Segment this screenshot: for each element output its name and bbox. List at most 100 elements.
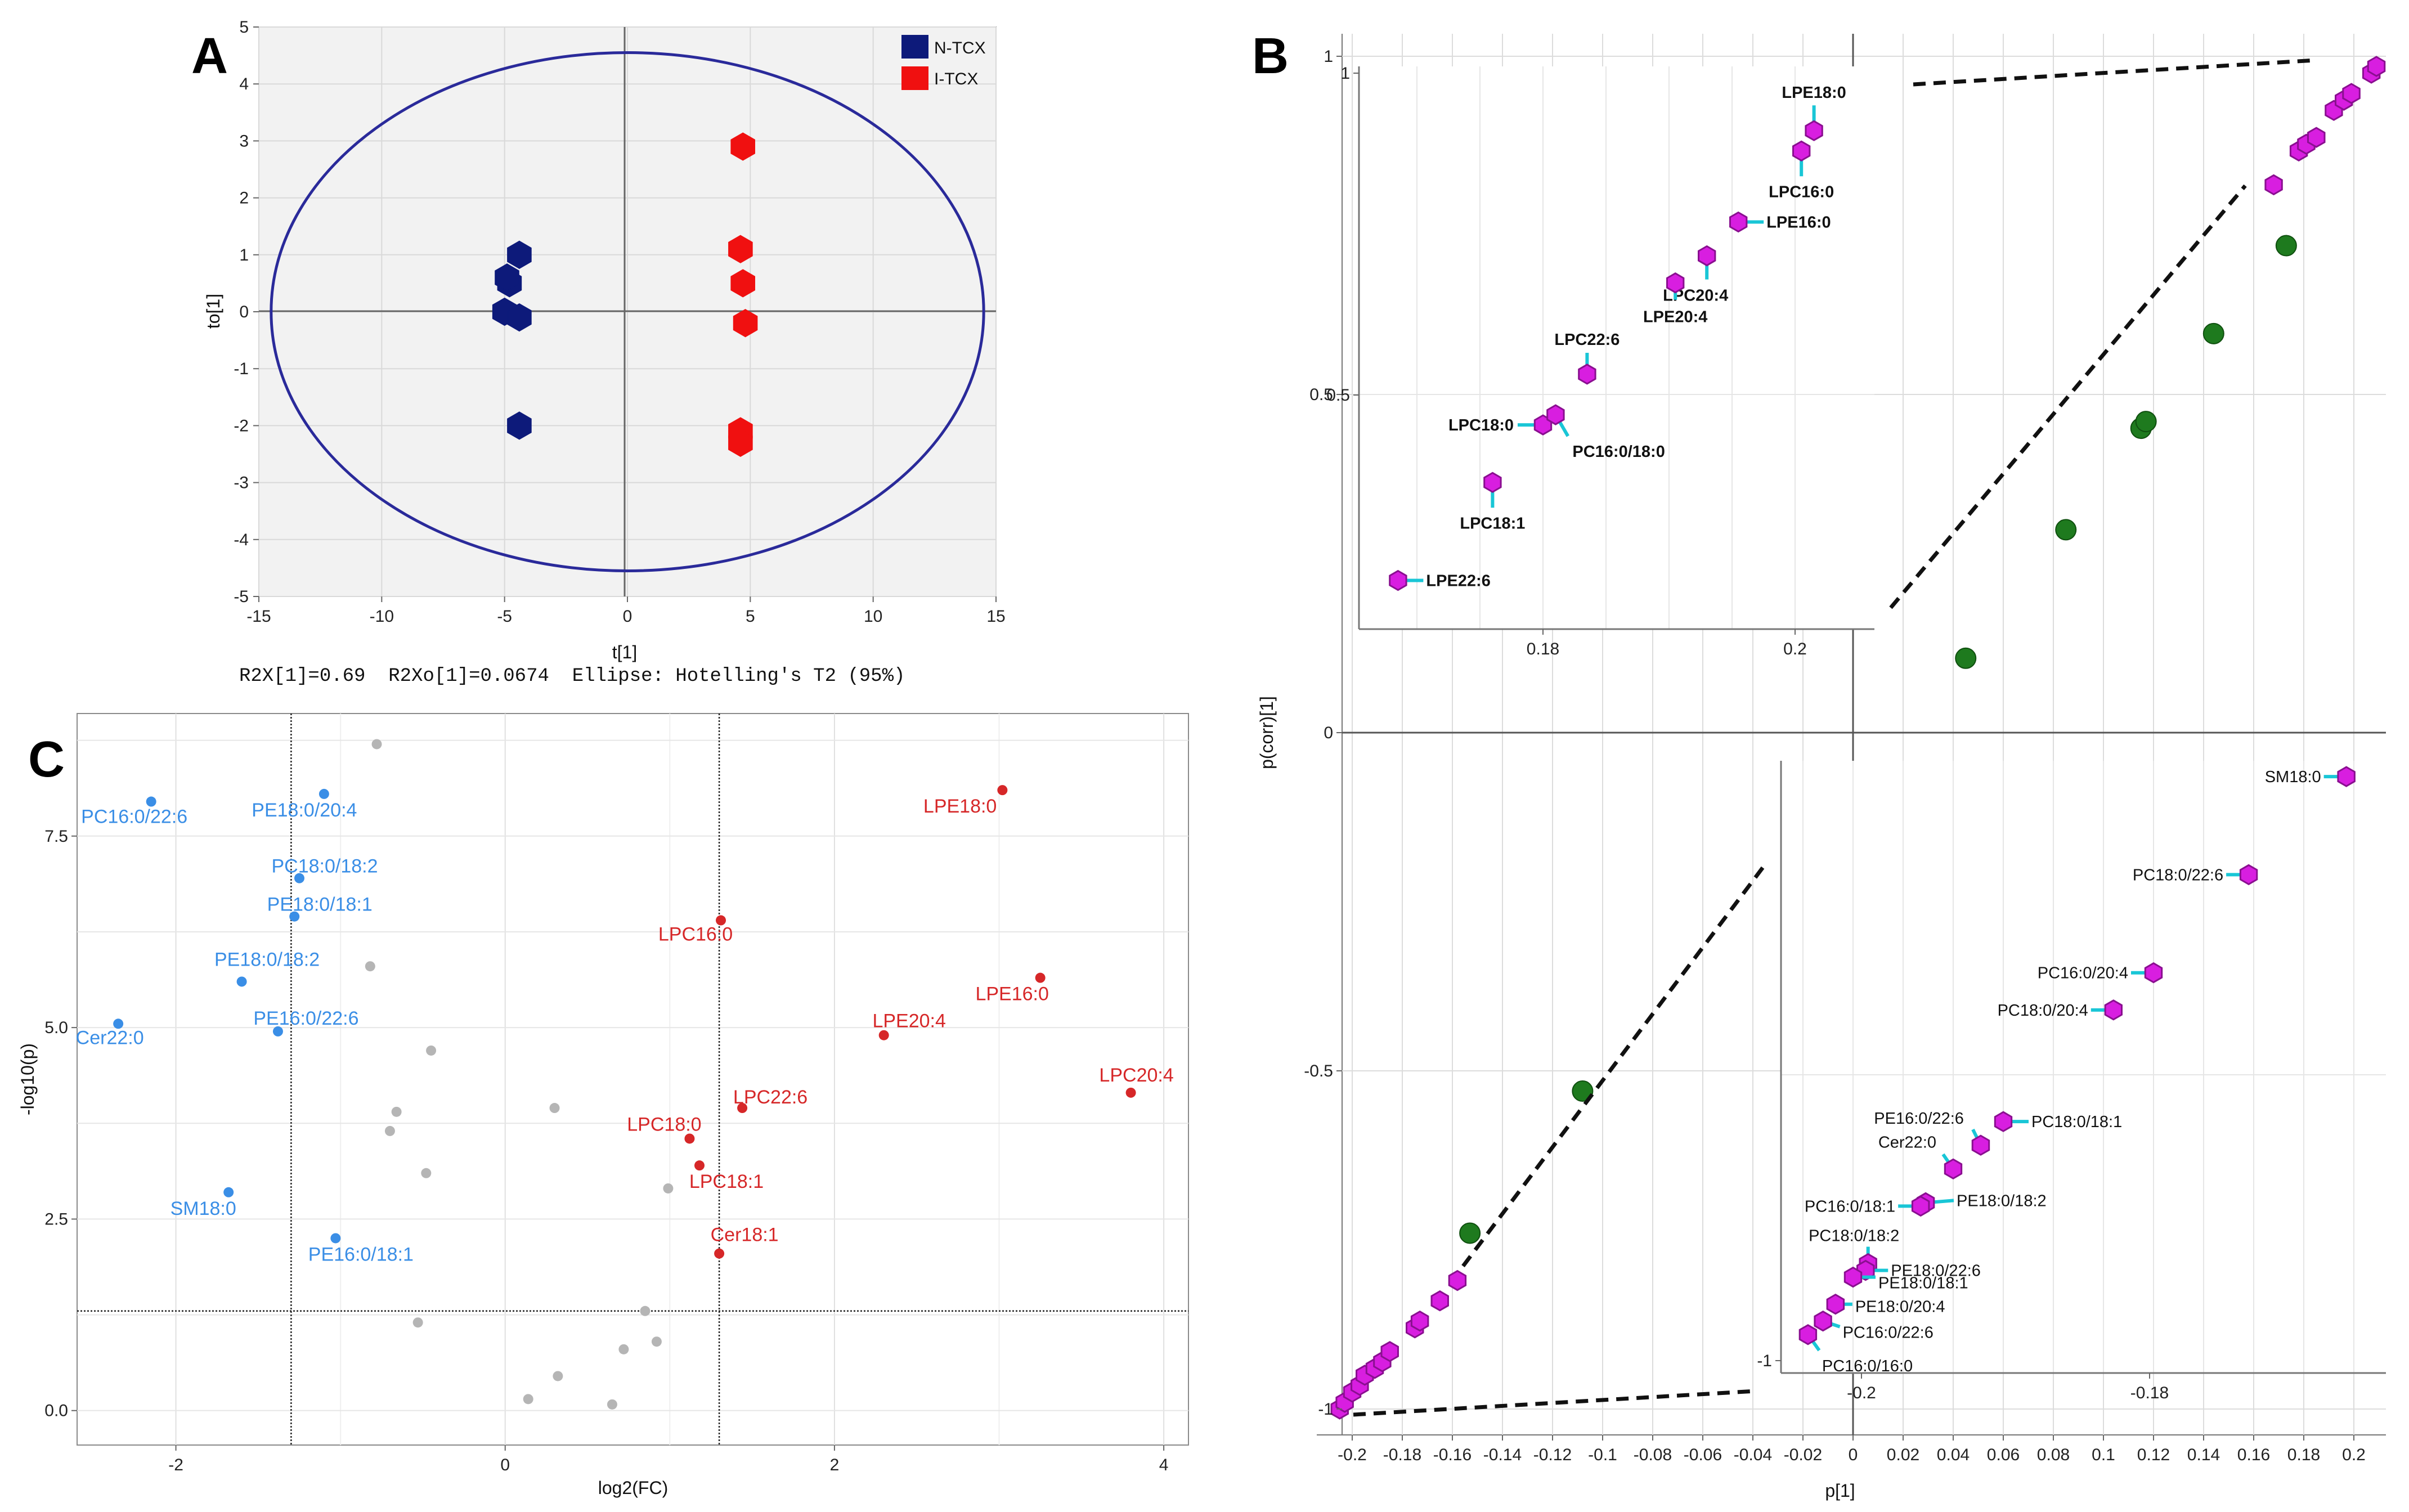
ns-point [618, 1344, 629, 1354]
down-point-label: PC16:0/22:6 [81, 806, 187, 828]
down-point [272, 1026, 283, 1037]
ns-point [391, 1106, 402, 1117]
down-point-label: SM18:0 [171, 1198, 236, 1219]
y-tick-label: 3 [239, 132, 249, 150]
inset-x-tick-label: 0.2 [1783, 640, 1807, 658]
itcx-point [728, 235, 753, 263]
down-point-label: PE18:0/18:2 [214, 949, 320, 970]
inset-top-point-label: PC16:0/18:0 [1572, 443, 1665, 461]
inset-bottom-point-label: PC16:0/16:0 [1822, 1357, 1913, 1375]
inset-top-point-label: LPC16:0 [1769, 183, 1834, 201]
magenta-point [1448, 1269, 1467, 1291]
inset-top-point-label: LPE16:0 [1766, 213, 1831, 231]
x-tick-label: -0.06 [1684, 1446, 1722, 1464]
up-point-label: LPE20:4 [872, 1011, 945, 1032]
x-tick-label: 0.02 [1887, 1446, 1919, 1464]
down-point [146, 796, 156, 807]
down-point-label: PE18:0/20:4 [252, 800, 357, 821]
up-point [737, 1103, 748, 1114]
y-tick-label: -4 [234, 531, 249, 549]
x-tick-label: 0 [1849, 1446, 1858, 1464]
inset-top-point [1666, 272, 1685, 294]
panel-b-letter: B [1252, 28, 1289, 84]
x-tick-label: 0.04 [1937, 1446, 1970, 1464]
magenta-point [1380, 1341, 1399, 1362]
inset-bottom-point-label: PC18:0/20:4 [1998, 1002, 2088, 1020]
plot-b-ticks: -0.2 -0.18 -0.16 -0.14 -0.12 -0.1 -0.08 -0.06 -0… [1304, 47, 2366, 1464]
ns-point [412, 1317, 423, 1328]
x-tick-label: -0.18 [1383, 1446, 1421, 1464]
y-tick-label: 7.5 [44, 827, 68, 846]
itcx-point [730, 132, 755, 161]
ns-point [365, 961, 375, 972]
y-tick-label: -1 [234, 360, 249, 378]
plot-a-grid [258, 26, 997, 597]
plot-b-ylabel: p(corr)[1] [1257, 696, 1277, 769]
hotelling-ellipse [270, 51, 985, 572]
down-point [294, 873, 304, 883]
green-point [2135, 411, 2157, 433]
inset-bottom-ticks: -0.2 -0.18 -1 [1757, 1352, 2169, 1402]
ntcx-point [507, 411, 532, 440]
plot-a-xlabel: t[1] [612, 642, 637, 662]
inset-bottom-point-label: PE18:0/18:1 [1878, 1275, 1968, 1293]
ns-point [640, 1305, 651, 1316]
inset-bottom-point [2337, 766, 2356, 787]
y-tick-label: 2.5 [44, 1210, 68, 1228]
inset-x-tick-label: -0.2 [1847, 1384, 1876, 1402]
x-tick-label: 5 [746, 607, 755, 626]
magenta-point [2264, 174, 2283, 196]
x-tick-label: -0.04 [1734, 1446, 1772, 1464]
ns-point [426, 1045, 437, 1056]
zoom-line-bottom-1 [1461, 860, 1769, 1268]
y-tick-label: -5 [234, 587, 249, 606]
inset-x-tick-label: -0.18 [2130, 1384, 2169, 1402]
plot-b-xlabel: p[1] [1825, 1480, 1855, 1501]
x-tick-label: -0.16 [1433, 1446, 1472, 1464]
inset-top-point [1729, 211, 1748, 233]
down-point-label: PE16:0/22:6 [253, 1008, 358, 1029]
inset-top-ticks: 0.18 0.2 0.5 1 [1326, 64, 1807, 658]
inset-top-point [1698, 245, 1716, 267]
y-tick-label: 0 [239, 303, 249, 321]
x-tick-label: -0.14 [1483, 1446, 1522, 1464]
up-point [684, 1133, 695, 1144]
x-tick-label: 0 [623, 607, 632, 626]
zoom-connectors [1353, 58, 2316, 1417]
y-tick-label: -2 [234, 416, 249, 435]
up-point-label: Cer18:1 [711, 1224, 779, 1246]
inset-bottom-point [2239, 864, 2258, 886]
magenta-point [2342, 83, 2361, 104]
down-point [236, 976, 247, 987]
down-point [289, 911, 300, 922]
zoom-line-top-2 [1889, 184, 2247, 609]
y-tick-label: -1 [1318, 1400, 1333, 1419]
down-point-label: PE18:0/18:1 [267, 894, 373, 916]
y-tick-label: 5 [239, 18, 249, 37]
x-tick-label: -2 [168, 1456, 183, 1474]
inset-bottom: -0.2 -0.18 -1 SM18:0 PC18:0/22:6 PC16:0/20:4… [1757, 761, 2386, 1402]
inset-top-point [1578, 364, 1596, 385]
inset-y-tick-label: 1 [1340, 64, 1350, 83]
plot-c-ticks: -2 0 2 4 0.0 2.5 5.0 7.5 [44, 827, 1168, 1474]
inset-bottom-point-label: PE18:0/18:2 [1957, 1192, 2047, 1210]
y-tick-label: 2 [239, 189, 249, 208]
inset-top-point [1483, 472, 1502, 493]
inset-top-points: LPE18:0LPC16:0LPE16:0LPC20:4LPE20:4LPC22… [1389, 84, 1846, 591]
legend-swatch-itcx [901, 66, 928, 90]
inset-bottom-point [1971, 1134, 1990, 1156]
up-point-label: LPE18:0 [923, 796, 997, 817]
down-point-label: PE16:0/18:1 [308, 1244, 414, 1265]
plot-c-thresholds [77, 714, 1188, 1445]
inset-bottom-points: SM18:0 PC18:0/22:6 PC16:0/20:4 PC18:0/20:4 P… [1798, 766, 2356, 1375]
plot-c-ylabel: -log10(p) [17, 1043, 38, 1115]
inset-top-point [1805, 120, 1823, 141]
inset-top-point [1792, 140, 1811, 162]
x-tick-label: 2 [830, 1456, 840, 1474]
up-point [1035, 972, 1046, 983]
x-tick-label: 0.14 [2187, 1446, 2220, 1464]
itcx-point [730, 269, 755, 298]
